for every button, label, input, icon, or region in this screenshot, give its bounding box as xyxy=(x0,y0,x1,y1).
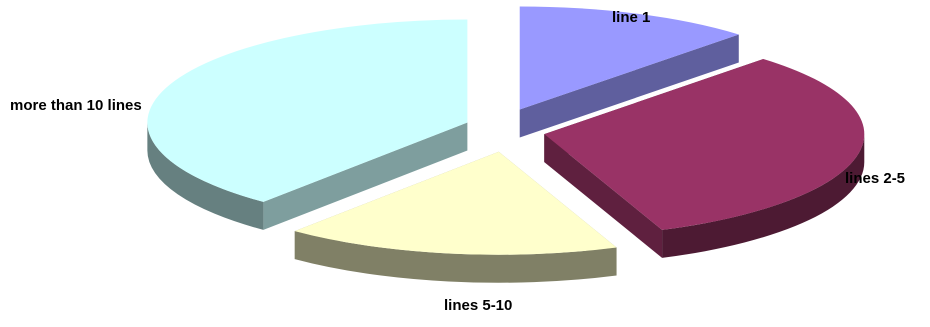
slice-rim-lines-5-10-0 xyxy=(294,231,617,283)
slice-top-line-1 xyxy=(519,6,739,110)
slice-top-more-than-10-lines xyxy=(147,19,468,202)
slice-lines-5-10 xyxy=(294,151,617,283)
slice-line-1 xyxy=(519,6,739,138)
slice-rim-more-than-10-lines-0 xyxy=(147,122,264,230)
label-line-1: line 1 xyxy=(612,9,651,26)
slice-top-lines-5-10 xyxy=(294,151,617,255)
slice-wall-lines-2-5-1 xyxy=(544,134,663,258)
slice-rim-lines-2-5-0 xyxy=(662,134,865,258)
slice-wall-more-than-10-lines-0 xyxy=(263,122,468,230)
slice-more-than-10-lines xyxy=(147,19,468,230)
label-lines-2-5: lines 2-5 xyxy=(845,170,906,187)
slice-top-lines-2-5 xyxy=(544,59,865,230)
label-more-than-10-lines: more than 10 lines xyxy=(10,97,142,114)
slice-wall-line-1-1 xyxy=(519,34,739,138)
label-lines-5-10: lines 5-10 xyxy=(444,297,513,314)
slice-lines-2-5 xyxy=(544,59,865,258)
